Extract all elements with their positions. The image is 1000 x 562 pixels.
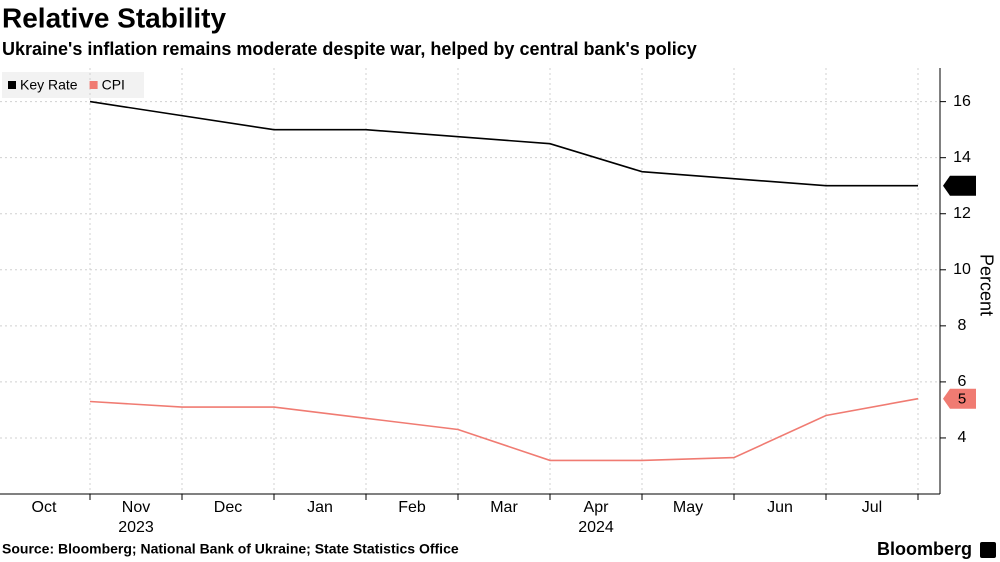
last-value-label: 5 bbox=[958, 391, 966, 408]
x-tick-label: Dec bbox=[214, 499, 242, 516]
x-tick-label: Oct bbox=[32, 499, 57, 516]
chart-title: Relative Stability bbox=[2, 2, 227, 33]
x-tick-label: Feb bbox=[398, 499, 426, 516]
y-axis-label: Percent bbox=[976, 254, 996, 316]
series-line bbox=[89, 100, 918, 187]
last-value-tag bbox=[943, 388, 976, 409]
legend-label: Key Rate bbox=[20, 77, 78, 93]
y-tick-label: 14 bbox=[953, 149, 971, 166]
source: Source: Bloomberg; National Bank of Ukra… bbox=[2, 541, 459, 557]
y-tick-label: 8 bbox=[958, 317, 967, 334]
x-year-label: 2023 bbox=[118, 519, 154, 536]
y-tick-label: 12 bbox=[953, 205, 971, 222]
legend-swatch bbox=[89, 81, 98, 89]
y-tick-label: 4 bbox=[958, 429, 967, 446]
brand-icon bbox=[980, 542, 996, 558]
x-tick-label: Mar bbox=[490, 499, 518, 516]
series-line bbox=[89, 397, 919, 462]
x-tick-label: Jul bbox=[862, 499, 882, 516]
x-year-label: 2024 bbox=[578, 519, 614, 536]
x-tick-label: Apr bbox=[584, 499, 610, 516]
x-tick-label: Jun bbox=[767, 499, 793, 516]
x-tick-label: Nov bbox=[122, 499, 150, 516]
legend-label: CPI bbox=[102, 77, 125, 93]
x-tick-label: May bbox=[673, 499, 703, 516]
y-tick-label: 10 bbox=[953, 261, 971, 278]
legend-swatch bbox=[8, 81, 16, 89]
last-value-label: 13 bbox=[954, 178, 971, 195]
y-tick-label: 16 bbox=[953, 93, 971, 110]
chart-subtitle: Ukraine's inflation remains moderate des… bbox=[2, 39, 697, 59]
last-value-tag bbox=[943, 175, 976, 196]
brand: Bloomberg bbox=[877, 539, 972, 559]
x-tick-label: Jan bbox=[307, 499, 333, 516]
legend-box bbox=[2, 72, 144, 98]
y-tick-label: 6 bbox=[958, 373, 967, 390]
